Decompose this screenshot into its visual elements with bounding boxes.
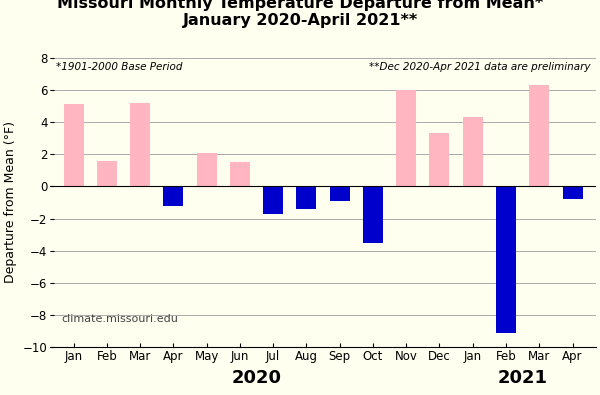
Bar	[363, 186, 383, 243]
Bar	[296, 186, 316, 209]
Bar	[563, 186, 583, 199]
Bar	[529, 85, 549, 186]
Bar	[430, 133, 449, 186]
Bar	[463, 117, 483, 186]
Bar	[130, 103, 150, 186]
Text: *1901-2000 Base Period: *1901-2000 Base Period	[56, 62, 182, 72]
Text: climate.missouri.edu: climate.missouri.edu	[61, 314, 178, 324]
Bar	[163, 186, 184, 206]
Bar	[329, 186, 350, 201]
Bar	[97, 161, 117, 186]
Bar	[230, 162, 250, 186]
Bar	[197, 152, 217, 186]
Text: 2020: 2020	[232, 369, 281, 387]
Bar	[64, 104, 83, 186]
Text: **Dec 2020-Apr 2021 data are preliminary: **Dec 2020-Apr 2021 data are preliminary	[369, 62, 590, 72]
Y-axis label: Departure from Mean (°F): Departure from Mean (°F)	[4, 122, 17, 284]
Text: 2021: 2021	[497, 369, 548, 387]
Bar	[496, 186, 516, 333]
Bar	[396, 90, 416, 186]
Text: Missouri Monthly Temperature Departure from Mean*
January 2020-April 2021**: Missouri Monthly Temperature Departure f…	[57, 0, 543, 28]
Bar	[263, 186, 283, 214]
